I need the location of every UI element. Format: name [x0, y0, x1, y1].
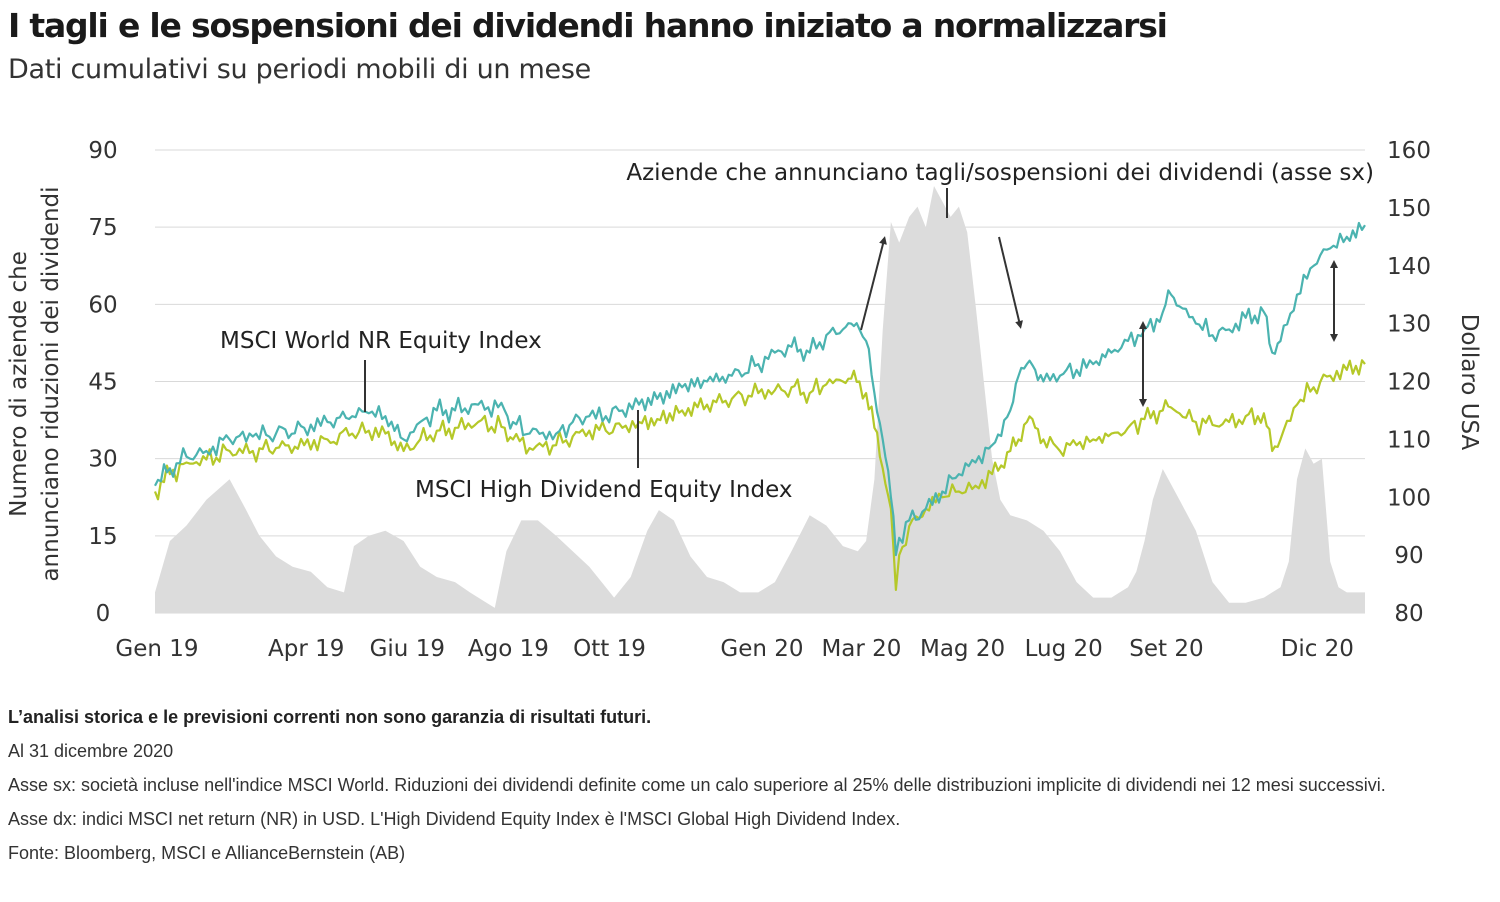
x-tick-label: Ago 19: [468, 636, 549, 662]
x-tick-label: Dic 20: [1281, 636, 1354, 662]
y-right-tick-label: 140: [1387, 254, 1431, 280]
y-right-tick-label: 100: [1387, 485, 1431, 511]
series-world-line: [154, 221, 1366, 557]
y-right-tick-label: 150: [1387, 196, 1431, 222]
y-left-tick-label: 45: [88, 370, 117, 396]
chart-canvas: Aziende che annunciano tagli/sospensioni…: [6, 138, 1482, 662]
y-left-axis-title: Numero di aziende che: [6, 251, 32, 517]
chart-title: I tagli e le sospensioni dei dividendi h…: [8, 6, 1168, 45]
y-left-tick-label: 0: [96, 601, 111, 627]
arrow-cuts-decline: [998, 236, 1023, 329]
x-tick-label: Mar 20: [821, 636, 901, 662]
right-axis-note: Asse dx: indici MSCI net return (NR) in …: [8, 809, 901, 829]
x-tick-label: Lug 20: [1025, 636, 1103, 662]
y-left-tick-label: 90: [88, 138, 117, 164]
x-tick-label: Mag 20: [920, 636, 1005, 662]
y-left-title-line-2: annunciano riduzioni dei dividendi: [38, 186, 64, 581]
x-tick-label: Set 20: [1129, 636, 1203, 662]
y-left-tick-label: 15: [88, 524, 117, 550]
y-left-tick-label: 30: [88, 447, 117, 473]
source-note: Fonte: Bloomberg, MSCI e AllianceBernste…: [8, 843, 406, 863]
y-right-tick-label: 120: [1387, 370, 1431, 396]
x-tick-label: Ott 19: [573, 636, 646, 662]
x-tick-label: Gen 20: [720, 636, 803, 662]
chart-subtitle: Dati cumulativi su periodi mobili di un …: [8, 54, 591, 85]
index-lines-layer: [153, 221, 1366, 591]
y-right-tick-label: 130: [1387, 312, 1431, 338]
y-right-axis-title: Dollaro USA: [1456, 314, 1482, 451]
left-axis-note: Asse sx: società incluse nell'indice MSC…: [8, 775, 1386, 795]
annotations: Aziende che annunciano tagli/sospensioni…: [220, 160, 1374, 503]
disclaimer-note: L’analisi storica e le previsioni corren…: [8, 707, 652, 727]
y-right-tick-label: 80: [1394, 601, 1423, 627]
y-left-tick-label: 60: [88, 292, 117, 318]
y-right-tick-label: 110: [1387, 427, 1431, 453]
axes: Numero di aziende che annunciano riduzio…: [6, 138, 1482, 662]
series-highdiv-line: [153, 359, 1366, 591]
highdiv-label: MSCI High Dividend Equity Index: [415, 477, 792, 503]
series-cuts-area: [155, 186, 1365, 613]
y-left-tick-label: 75: [88, 215, 117, 241]
x-tick-label: Apr 19: [268, 636, 344, 662]
arrow-crash-rebound: [860, 236, 887, 331]
y-right-tick-label: 90: [1394, 543, 1423, 569]
cuts-label: Aziende che annunciano tagli/sospensioni…: [626, 160, 1374, 186]
date-note: Al 31 dicembre 2020: [8, 741, 174, 761]
x-tick-label: Gen 19: [115, 636, 198, 662]
y-right-tick-label: 160: [1387, 138, 1431, 164]
x-tick-label: Giu 19: [370, 636, 445, 662]
world-label: MSCI World NR Equity Index: [220, 328, 542, 354]
cuts-area-layer: [155, 186, 1365, 613]
chart-notes: L’analisi storica e le previsioni corren…: [8, 700, 1492, 870]
y-left-axis-title-2: annunciano riduzioni dei dividendi: [38, 186, 64, 581]
y-left-title-line-1: Numero di aziende che: [6, 251, 32, 517]
